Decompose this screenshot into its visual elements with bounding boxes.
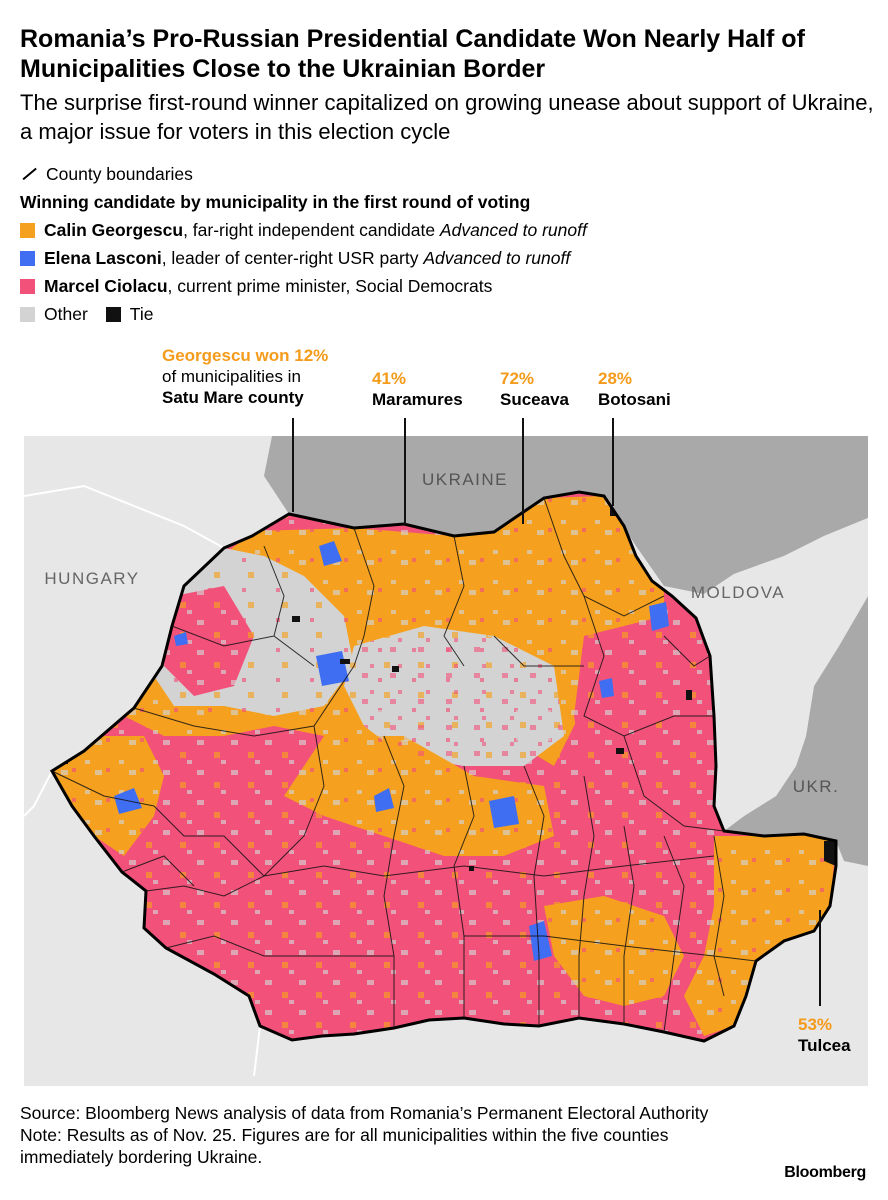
border-line <box>253 1025 261 1077</box>
legend-georgescu: Calin Georgescu , far-right independent … <box>20 216 880 244</box>
ukraine-region <box>264 436 868 594</box>
label-moldova: MOLDOVA <box>691 583 785 602</box>
border-line <box>24 770 53 817</box>
label-ukraine: UKRAINE <box>422 470 508 489</box>
romania-election-map: UKRAINE HUNGARY MOLDOVA UKR. <box>24 436 868 1086</box>
lasconi-note: Advanced to runoff <box>423 248 571 268</box>
moldova-region <box>696 518 868 831</box>
tie-swatch <box>105 306 121 322</box>
romania-outline <box>49 490 838 1043</box>
leader-satu-mare <box>292 418 294 512</box>
georgescu-note: Advanced to runoff <box>439 220 587 240</box>
botosani-county: Botosani <box>598 390 671 409</box>
leader-tulcea <box>819 910 821 1006</box>
label-ukr-short: UKR. <box>793 777 840 796</box>
leader-maramures <box>404 418 406 524</box>
bloomberg-logo: Bloomberg <box>784 1164 866 1181</box>
leader-botosani <box>612 418 614 506</box>
suceava-county: Suceava <box>500 390 569 409</box>
ukraine-south-region <box>724 596 868 866</box>
annotation-tulcea: 53% Tulcea <box>798 1014 851 1056</box>
other-swatch <box>20 306 35 322</box>
source-note: Source: Bloomberg News analysis of data … <box>20 1102 740 1168</box>
source-line: Source: Bloomberg News analysis of data … <box>20 1103 709 1123</box>
chart-subtitle: The surprise first-round winner capitali… <box>20 90 874 144</box>
annotation-maramures: 41% Maramures <box>372 368 463 410</box>
tulcea-county: Tulcea <box>798 1036 851 1055</box>
other-label: Other <box>44 304 88 324</box>
satu-mare-county: Satu Mare county <box>162 388 304 407</box>
satu-mare-pct: Georgescu won 12% <box>162 346 329 365</box>
boundary-label: County boundaries <box>46 164 193 184</box>
georgescu-name: Calin Georgescu <box>44 220 184 240</box>
label-hungary: HUNGARY <box>44 569 139 588</box>
ciolacu-name: Marcel Ciolacu <box>44 276 168 296</box>
chart-title: Romania’s Pro-Russian Presidential Candi… <box>20 25 805 83</box>
leader-suceava <box>522 418 524 524</box>
georgescu-swatch <box>20 222 35 238</box>
suceava-pct: 72% <box>500 369 535 388</box>
legend-boundaries: County boundaries <box>20 160 880 188</box>
ciolacu-desc: , current prime minister, Social Democra… <box>167 276 493 296</box>
legend-other-tie: Other Tie <box>20 300 880 328</box>
maramures-county: Maramures <box>372 390 463 409</box>
georgescu-desc: , far-right independent candidate <box>183 220 440 240</box>
border-line <box>24 484 225 549</box>
annotation-botosani: 28% Botosani <box>598 368 671 410</box>
lasconi-name: Elena Lasconi <box>44 248 162 268</box>
annotation-satu-mare: Georgescu won 12% of municipalities in S… <box>162 345 328 408</box>
lasconi-swatch <box>20 250 35 266</box>
botosani-pct: 28% <box>598 369 633 388</box>
lasconi-desc: , leader of center-right USR party <box>161 248 424 268</box>
legend-lasconi: Elena Lasconi , leader of center-right U… <box>20 244 880 272</box>
legend-ciolacu: Marcel Ciolacu , current prime minister,… <box>20 272 880 300</box>
tie-label: Tie <box>129 304 154 324</box>
annotation-suceava: 72% Suceava <box>500 368 569 410</box>
legend-heading: Winning candidate by municipality in the… <box>20 192 531 212</box>
note-line: Note: Results as of Nov. 25. Figures are… <box>20 1125 669 1167</box>
tulcea-pct: 53% <box>798 1015 833 1034</box>
maramures-pct: 41% <box>372 369 407 388</box>
county-boundaries <box>51 497 757 1033</box>
boundary-line-icon <box>20 165 38 183</box>
legend: County boundaries Winning candidate by m… <box>20 160 880 328</box>
ciolacu-swatch <box>20 278 35 294</box>
satu-mare-line2: of municipalities in <box>162 367 301 386</box>
